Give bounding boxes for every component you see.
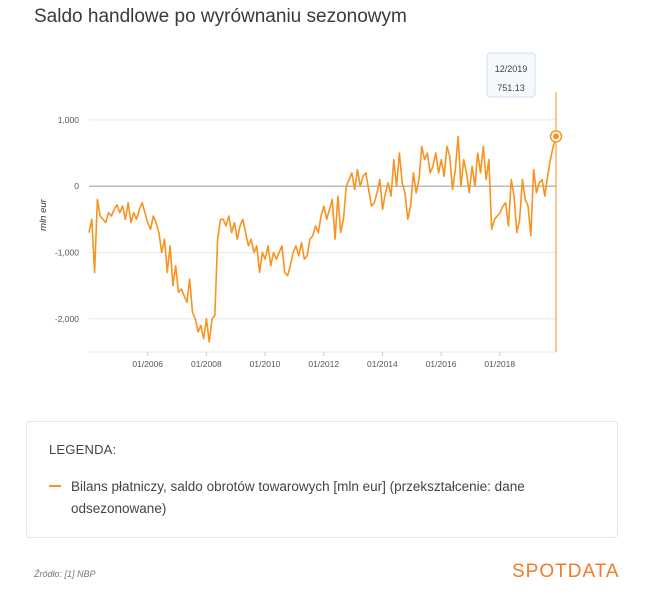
tooltip-value: 751.13: [497, 83, 525, 93]
tooltip-date: 12/2019: [495, 64, 528, 74]
x-tick-label: 01/2014: [367, 359, 398, 369]
legend-swatch: [49, 485, 61, 487]
brand-logo: SPOTDATA: [512, 561, 620, 582]
x-tick-label: 01/2018: [484, 359, 515, 369]
x-axis-ticks: 01/2006 01/2008 01/2010 01/2012 01/2014 01/20…: [132, 352, 515, 369]
x-tick-label: 01/2016: [426, 359, 457, 369]
tooltip-box: [486, 52, 536, 98]
source-note: Źródło: [1] NBP: [34, 569, 96, 579]
y-tick-label: -2,000: [55, 314, 79, 324]
x-tick-label: 01/2006: [132, 359, 163, 369]
line-chart[interactable]: 1,000 0 -1,000 -2,000 01/2006 01/2008 01/2010…: [0, 40, 645, 380]
tooltip: 12/2019 751.13: [486, 52, 536, 98]
x-tick-label: 01/2012: [308, 359, 339, 369]
y-axis-ticks: 1,000 0 -1,000 -2,000: [55, 115, 79, 324]
y-tick-label: -1,000: [55, 248, 79, 258]
chart-title: Saldo handlowe po wyrównaniu sezonowym: [34, 6, 407, 27]
legend-item[interactable]: Bilans płatniczy, saldo obrotów towarowy…: [49, 476, 589, 520]
y-tick-label: 1,000: [58, 115, 80, 125]
series-line[interactable]: [88, 135, 557, 343]
highlight-marker[interactable]: [553, 133, 559, 140]
y-tick-label: 0: [74, 181, 79, 191]
x-tick-label: 01/2010: [250, 359, 281, 369]
chart-grid: [89, 119, 556, 353]
legend-panel: LEGENDA: Bilans płatniczy, saldo obrotów…: [26, 421, 618, 538]
x-tick-label: 01/2008: [191, 359, 222, 369]
legend-label: Bilans płatniczy, saldo obrotów towarowy…: [71, 479, 525, 516]
y-axis-label: mln eur: [38, 198, 49, 231]
legend-title: LEGENDA:: [49, 442, 117, 457]
